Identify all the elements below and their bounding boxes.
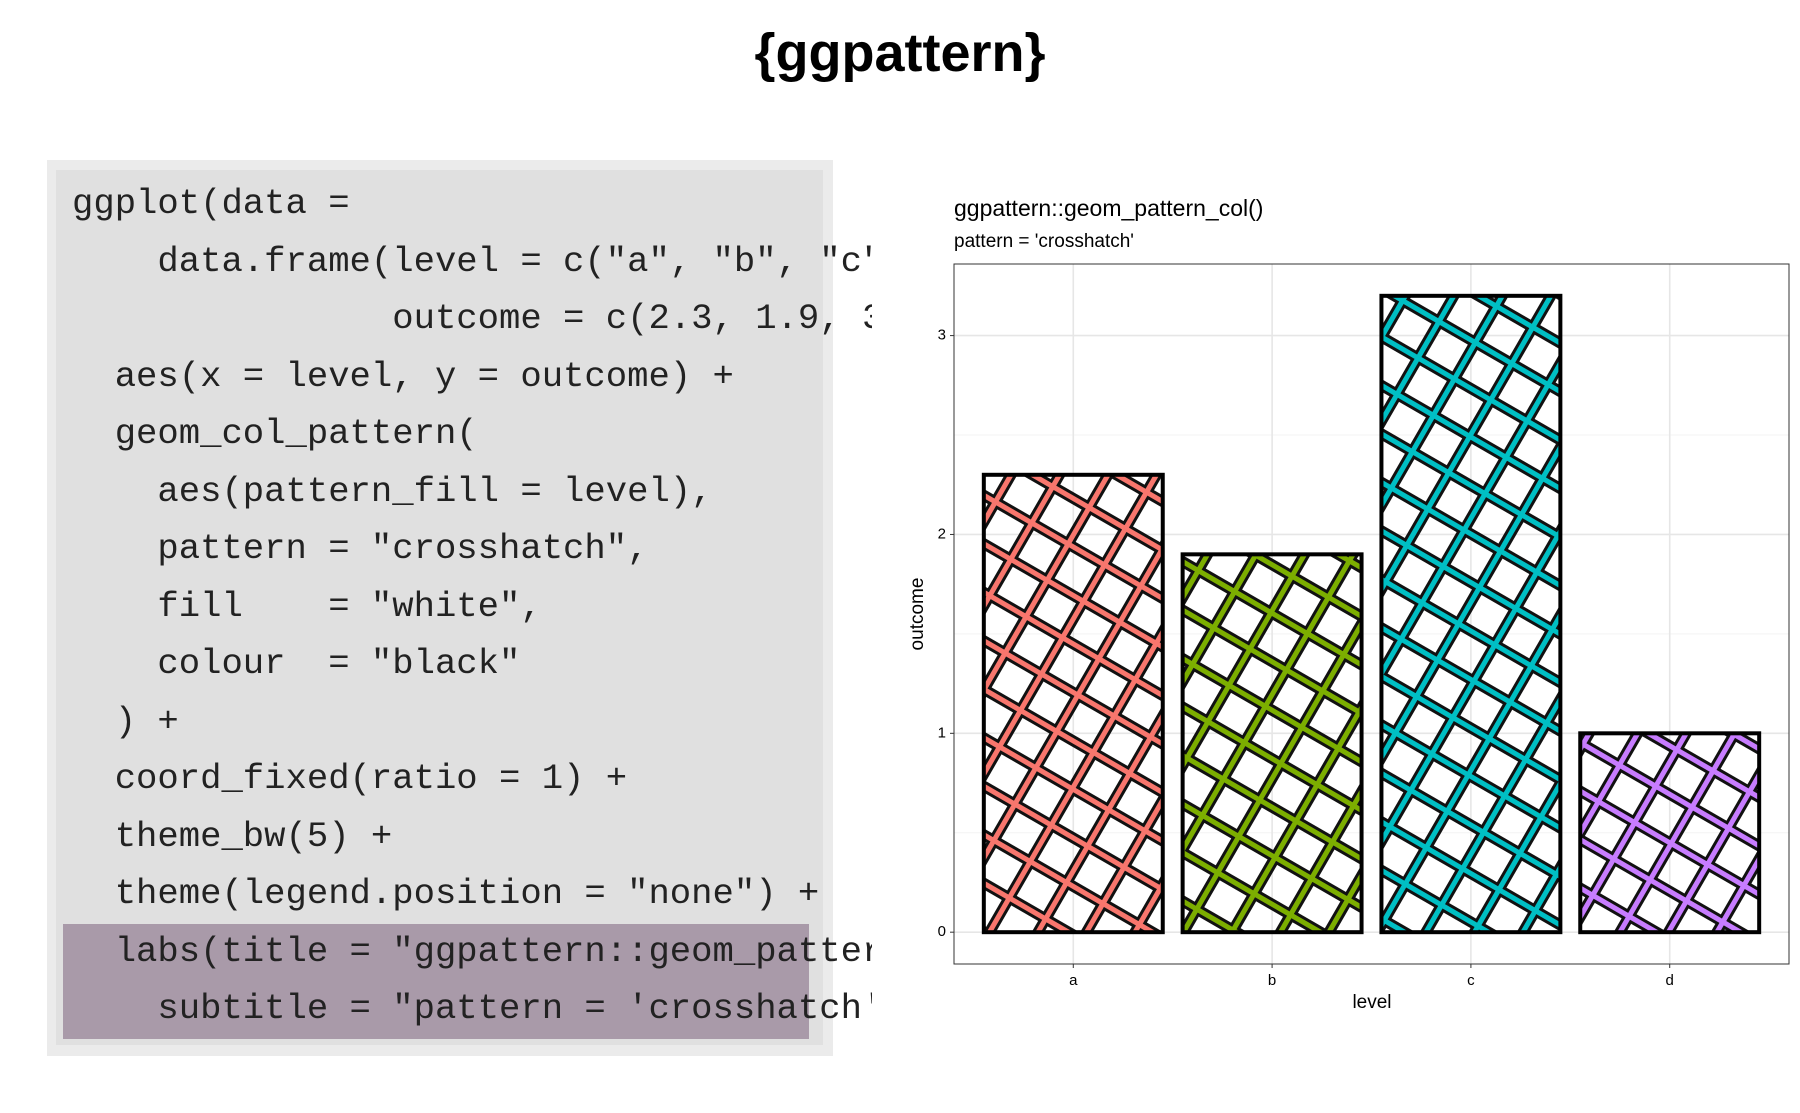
x-axis-label: level — [1352, 992, 1391, 1013]
code-line: colour = "black" — [72, 643, 521, 684]
code-line: fill = "white", — [72, 585, 542, 627]
code-line: geom_col_pattern( — [72, 413, 478, 454]
code-line: aes(x = level, y = outcome) + — [72, 355, 734, 397]
panel-border — [953, 263, 1790, 965]
y-tick-label: 0 — [938, 923, 946, 940]
x-tick-label: b — [1268, 972, 1276, 989]
code-line: subtitle = "pattern = 'crosshatch' — [72, 988, 872, 1029]
code-line: outcome = c(2.3, 1.9, 3 — [72, 298, 872, 339]
chart-subtitle: pattern = 'crosshatch' — [954, 231, 1134, 252]
y-axis-label: outcome — [907, 578, 928, 651]
code-line: labs(title = "ggpattern::geom_patter — [72, 930, 872, 972]
code-block: ggplot(data = data.frame(level = c("a", … — [72, 175, 872, 1038]
y-tick-label: 3 — [938, 327, 946, 344]
bar — [981, 472, 1165, 935]
code-line: theme_bw(5) + — [72, 815, 393, 857]
bar — [1379, 293, 1563, 935]
code-line: pattern = "crosshatch", — [72, 528, 649, 569]
code-line: ggplot(data = — [72, 183, 350, 224]
code-line: aes(pattern_fill = level), — [72, 470, 713, 512]
code-line: coord_fixed(ratio = 1) + — [72, 758, 628, 799]
x-tick-label: a — [1069, 972, 1078, 989]
code-background — [56, 170, 823, 1045]
code-highlight — [63, 924, 809, 1039]
x-tick-label: d — [1666, 972, 1674, 989]
x-tick-label: c — [1467, 972, 1475, 989]
y-tick-label: 1 — [938, 724, 946, 741]
code-line: ) + — [72, 700, 179, 742]
slide-title: {ggpattern} — [754, 23, 1046, 83]
chart-title: ggpattern::geom_pattern_col() — [954, 195, 1263, 221]
bar — [1180, 552, 1364, 935]
code-line: theme(legend.position = "none") + — [72, 873, 820, 914]
code-line: data.frame(level = c("a", "b", "c" — [72, 240, 872, 282]
y-tick-label: 2 — [938, 525, 946, 542]
bar — [1578, 731, 1762, 935]
